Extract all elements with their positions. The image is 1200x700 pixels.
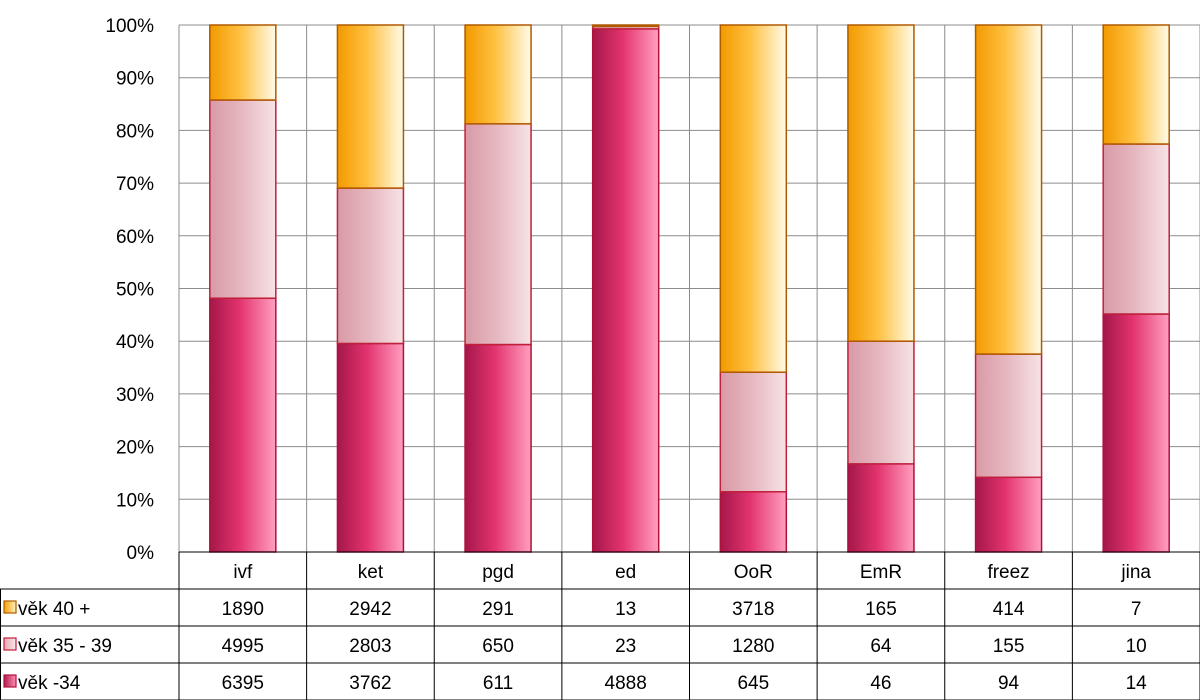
data-value: 64 — [870, 636, 892, 657]
data-value: 6395 — [222, 673, 264, 694]
y-tick-label: 70% — [116, 174, 154, 195]
data-value: 13 — [615, 599, 636, 620]
category-label: ivf — [233, 562, 253, 583]
data-value: 3718 — [732, 599, 774, 620]
data-value: 94 — [998, 673, 1020, 694]
legend-label: věk -34 — [18, 673, 81, 694]
data-value: 23 — [615, 636, 636, 657]
data-value: 14 — [1126, 673, 1148, 694]
data-value: 1280 — [732, 636, 774, 657]
category-label: ket — [358, 562, 384, 583]
data-value: 155 — [993, 636, 1025, 657]
data-value: 4995 — [222, 636, 264, 657]
bars — [209, 24, 1170, 553]
y-tick-label: 100% — [105, 16, 154, 37]
data-value: 10 — [1126, 636, 1147, 657]
data-value: 4888 — [605, 673, 647, 694]
bar-segment — [1102, 143, 1170, 315]
gridlines — [178, 24, 1200, 552]
y-tick-label: 10% — [116, 490, 154, 511]
category-label: OoR — [734, 562, 773, 583]
data-value: 1890 — [222, 599, 264, 620]
legend-swatch — [3, 674, 17, 688]
bar-segment — [1102, 313, 1170, 553]
data-value: 7 — [1131, 599, 1142, 620]
legend-label: věk 35 - 39 — [18, 636, 112, 657]
bar-segment — [974, 353, 1043, 479]
y-tick-label: 0% — [127, 543, 155, 564]
y-tick-label: 90% — [116, 69, 154, 90]
bar-segment — [336, 342, 405, 553]
bar-segment — [719, 491, 788, 553]
category-label: EmR — [860, 562, 902, 583]
data-value: 650 — [482, 636, 514, 657]
bar-segment — [591, 28, 660, 553]
y-tick-label: 60% — [116, 227, 154, 248]
y-tick-label: 50% — [116, 280, 154, 301]
bar-segment — [464, 343, 532, 553]
y-tick-label: 40% — [116, 332, 154, 353]
data-value: 46 — [870, 673, 891, 694]
bar-segment — [847, 463, 915, 553]
legend-swatch — [3, 600, 17, 614]
data-value: 611 — [483, 673, 513, 694]
bar-segment — [1102, 24, 1170, 145]
category-label: freez — [987, 562, 1029, 583]
bar-segment — [719, 24, 788, 373]
bar-segment — [209, 297, 277, 553]
data-value: 3762 — [349, 673, 391, 694]
data-value: 414 — [993, 599, 1025, 620]
bar-segment — [719, 371, 788, 493]
category-label: ed — [615, 562, 636, 583]
bar-segment — [974, 24, 1043, 355]
legend-label: věk 40 + — [18, 599, 90, 620]
data-value: 291 — [482, 599, 514, 620]
legend-swatch — [3, 637, 17, 651]
bar-segment — [209, 24, 277, 101]
bar-segment — [464, 123, 532, 346]
category-label: pgd — [482, 562, 514, 583]
bar-segment — [209, 99, 277, 299]
data-value: 645 — [737, 673, 769, 694]
bar-segment — [847, 24, 915, 342]
data-value: 165 — [865, 599, 897, 620]
category-label: jina — [1120, 562, 1151, 583]
data-table: ivf ket pgd ed OoR EmR freez jina věk 40 + 1890 29… — [0, 551, 1200, 700]
bar-segment — [847, 340, 915, 465]
y-tick-label: 80% — [116, 121, 154, 142]
bar-segment — [974, 476, 1043, 553]
bar-segment — [336, 24, 405, 189]
bar-segment — [464, 24, 532, 125]
y-axis-ticks: 0% 10% 20% 30% 40% 50% 60% 70% 80% 90% 100% — [105, 16, 154, 564]
bar-segment — [591, 24, 660, 28]
y-tick-label: 20% — [116, 438, 154, 459]
data-value: 2803 — [349, 636, 391, 657]
data-value: 2942 — [349, 599, 391, 620]
bar-segment — [336, 187, 405, 345]
y-tick-label: 30% — [116, 385, 154, 406]
